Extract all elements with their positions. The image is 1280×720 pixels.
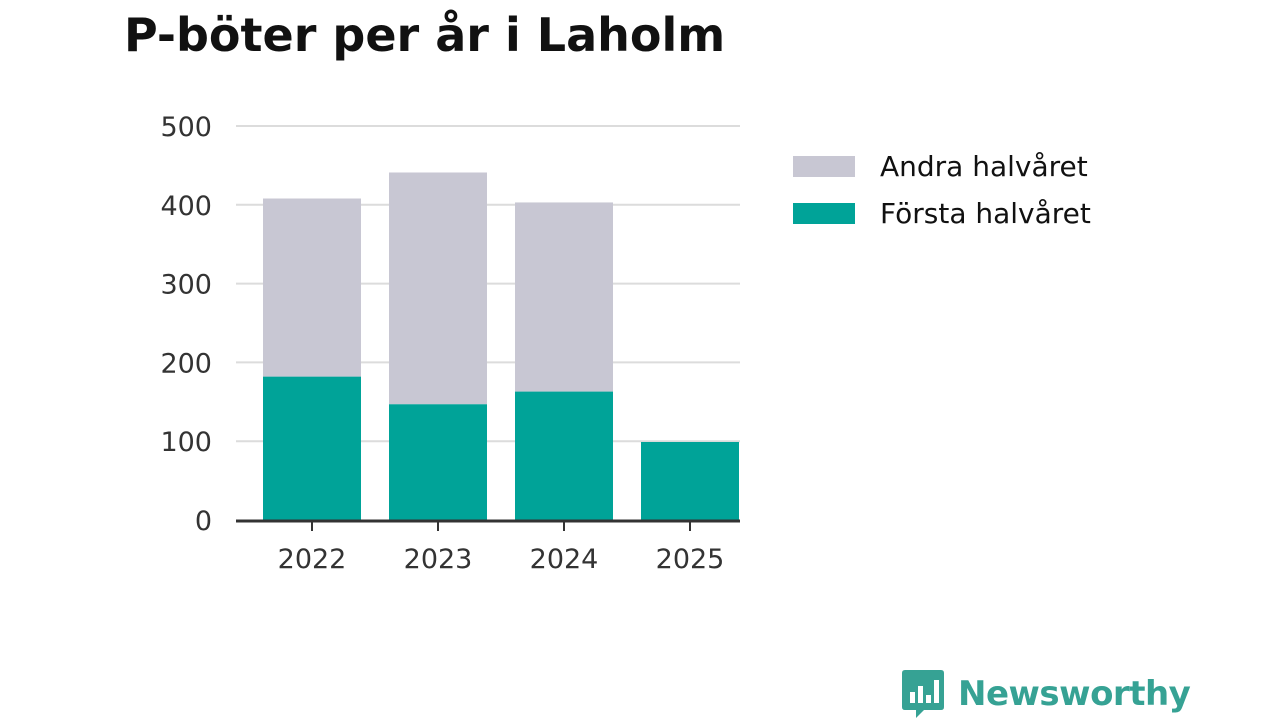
y-axis-ticks: 0 100 200 300 400 500 (160, 112, 212, 537)
bar-first-half-2022 (263, 376, 361, 520)
chart-title: P-böter per år i Laholm (124, 8, 726, 62)
x-tick-label-2022: 2022 (278, 544, 347, 575)
legend-label: Andra halvåret (880, 150, 1088, 183)
legend-swatch (793, 203, 855, 224)
y-tick-label: 200 (160, 348, 212, 379)
newsworthy-logo: Newsworthy (902, 670, 1191, 718)
y-tick-label: 500 (160, 112, 212, 143)
bars (263, 172, 739, 520)
brand-name: Newsworthy (958, 674, 1191, 714)
bar-second-half-2024 (515, 202, 613, 392)
y-tick-label: 300 (160, 270, 212, 301)
legend: Andra halvåret Första halvåret (793, 150, 1091, 230)
bar-first-half-2025 (641, 441, 739, 520)
y-tick-label: 0 (195, 506, 212, 537)
x-tick-label-2025: 2025 (656, 544, 725, 575)
legend-label: Första halvåret (880, 197, 1091, 230)
y-tick-label: 100 (160, 427, 212, 458)
bar-chart-speech-bubble-icon (902, 670, 944, 718)
bar-first-half-2024 (515, 391, 613, 520)
x-tick-label-2023: 2023 (404, 544, 473, 575)
bar-second-half-2023 (389, 172, 487, 405)
bar-second-half-2022 (263, 198, 361, 377)
x-axis-ticks: 2022 2023 2024 2025 (278, 522, 725, 575)
bar-first-half-2023 (389, 404, 487, 520)
legend-swatch (793, 156, 855, 177)
y-tick-label: 400 (160, 191, 212, 222)
x-tick-label-2024: 2024 (530, 544, 599, 575)
